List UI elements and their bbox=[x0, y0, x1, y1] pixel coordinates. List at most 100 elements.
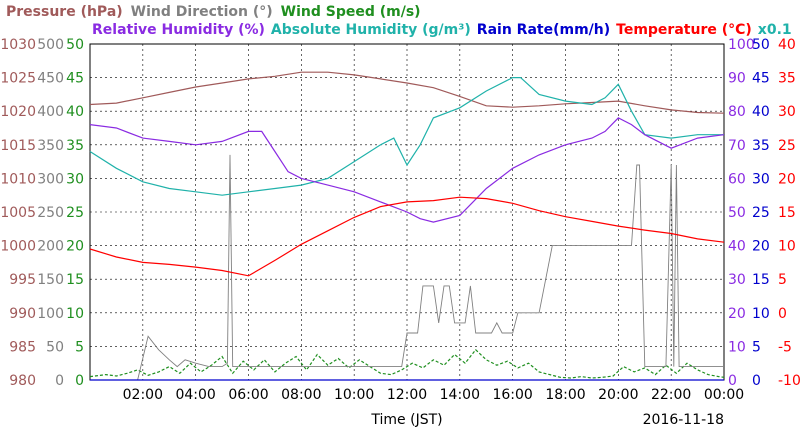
temperature-tick-label: 25 bbox=[778, 138, 796, 154]
pressure-tick-label: 990 bbox=[9, 306, 36, 322]
humidity-tick-label: 50 bbox=[728, 205, 746, 221]
pressure-tick-label: 1020 bbox=[0, 104, 36, 120]
humidity-tick-label: 90 bbox=[728, 71, 746, 87]
wind-direction-tick-label: 350 bbox=[37, 138, 64, 154]
series-line-wind-direction bbox=[90, 154, 724, 381]
rain-rate-tick-label: 50 bbox=[752, 37, 770, 53]
legend-wind-direction: Wind Direction (°) bbox=[131, 4, 273, 20]
wind-direction-tick-label: 100 bbox=[37, 306, 64, 322]
legend-temperature-c: Temperature (°C) bbox=[616, 22, 752, 38]
grid-lines bbox=[90, 44, 724, 380]
rain-rate-tick-label: 20 bbox=[752, 239, 770, 255]
wind-speed-tick-label: 40 bbox=[66, 104, 84, 120]
x-tick-label: 06:00 bbox=[228, 387, 268, 403]
x-tick-label: 18:00 bbox=[545, 387, 585, 403]
rain-rate-tick-label: 10 bbox=[752, 306, 770, 322]
pressure-tick-label: 985 bbox=[9, 339, 36, 355]
x-tick-label: 14:00 bbox=[440, 387, 480, 403]
legend-absolute-humidity-g-m: Absolute Humidity (g/m³) bbox=[271, 22, 471, 38]
legend-rain-rate-mm-h: Rain Rate(mm/h) bbox=[477, 22, 610, 38]
chart-header: Pressure (hPa) Wind Direction (°) Wind Spe… bbox=[6, 4, 792, 38]
humidity-tick-label: 70 bbox=[728, 138, 746, 154]
temperature-tick-label: -5 bbox=[778, 339, 792, 355]
series-line-relative-humidity bbox=[89, 117, 725, 223]
wind-speed-tick-label: 30 bbox=[66, 171, 84, 187]
x-axis: 02:00 04:00 06:00 08:00 10:00 12:00 14:00 16:00… bbox=[123, 387, 745, 428]
wind-direction-tick-label: 0 bbox=[55, 373, 64, 389]
x-tick-label: 12:00 bbox=[387, 387, 427, 403]
date-label: 2016-11-18 bbox=[643, 412, 724, 428]
pressure-tick-label: 980 bbox=[9, 373, 36, 389]
wind-direction-tick-label: 300 bbox=[37, 171, 64, 187]
x-tick-label: 20:00 bbox=[598, 387, 638, 403]
temperature-tick-label: 10 bbox=[778, 239, 796, 255]
header-line-1: Pressure (hPa) Wind Direction (°) Wind Spe… bbox=[6, 4, 421, 20]
series-line-wind-speed-m-s bbox=[89, 348, 725, 379]
humidity-tick-label: 100 bbox=[728, 37, 755, 53]
wind-direction-tick-label: 400 bbox=[37, 104, 64, 120]
wind-speed-tick-label: 0 bbox=[75, 373, 84, 389]
temperature-tick-label: 0 bbox=[778, 306, 787, 322]
pressure-tick-label: 995 bbox=[9, 272, 36, 288]
temperature-tick-label: 40 bbox=[778, 37, 796, 53]
wind-speed-tick-label: 50 bbox=[66, 37, 84, 53]
legend-relative-humidity: Relative Humidity (%) bbox=[92, 22, 265, 38]
series-line-absolute-humidity-g-m bbox=[89, 77, 724, 196]
pressure-tick-label: 1010 bbox=[0, 171, 36, 187]
x-tick-label: 08:00 bbox=[281, 387, 321, 403]
pressure-tick-label: 1025 bbox=[0, 71, 36, 87]
wind-speed-tick-label: 10 bbox=[66, 306, 84, 322]
wind-direction-tick-label: 450 bbox=[37, 71, 64, 87]
wind-speed-tick-label: 15 bbox=[66, 272, 84, 288]
header-line-2: Relative Humidity (%) Absolute Humidity (… bbox=[92, 22, 792, 38]
x-axis-label: Time (JST) bbox=[370, 412, 442, 428]
temperature-tick-label: 30 bbox=[778, 104, 796, 120]
temperature-tick-label: 35 bbox=[778, 71, 796, 87]
rain-rate-tick-label: 25 bbox=[752, 205, 770, 221]
wind-speed-tick-label: 20 bbox=[66, 239, 84, 255]
x-tick-label: 04:00 bbox=[175, 387, 215, 403]
rain-rate-tick-label: 45 bbox=[752, 71, 770, 87]
rain-rate-tick-label: 30 bbox=[752, 171, 770, 187]
rain-rate-tick-label: 15 bbox=[752, 272, 770, 288]
rain-rate-tick-label: 40 bbox=[752, 104, 770, 120]
x-tick-label: 00:00 bbox=[704, 387, 744, 403]
series-line-temperature-c bbox=[89, 196, 725, 277]
humidity-tick-label: 80 bbox=[728, 104, 746, 120]
wind-direction-tick-label: 150 bbox=[37, 272, 64, 288]
wind-direction-tick-label: 50 bbox=[46, 339, 64, 355]
humidity-tick-label: 30 bbox=[728, 272, 746, 288]
rain-rate-tick-label: 0 bbox=[752, 373, 761, 389]
humidity-tick-label: 10 bbox=[728, 339, 746, 355]
pressure-tick-label: 1000 bbox=[0, 239, 36, 255]
x-tick-label: 22:00 bbox=[651, 387, 691, 403]
humidity-tick-label: 60 bbox=[728, 171, 746, 187]
axis-tick-labels: 1030102510201015101010051000995990985980… bbox=[0, 37, 800, 389]
wind-direction-tick-label: 250 bbox=[37, 205, 64, 221]
temperature-tick-label: 5 bbox=[778, 272, 787, 288]
wind-speed-tick-label: 25 bbox=[66, 205, 84, 221]
x-tick-label: 10:00 bbox=[334, 387, 374, 403]
pressure-tick-label: 1005 bbox=[0, 205, 36, 221]
legend-pressure-hpa: Pressure (hPa) bbox=[6, 4, 123, 20]
x-tick-label: 16:00 bbox=[492, 387, 532, 403]
series-line-pressure-hpa bbox=[89, 71, 725, 114]
temperature-tick-label: 15 bbox=[778, 205, 796, 221]
legend-x0-1: x0.1 bbox=[758, 22, 792, 38]
wind-speed-tick-label: 45 bbox=[66, 71, 84, 87]
humidity-tick-label: 40 bbox=[728, 239, 746, 255]
humidity-tick-label: 0 bbox=[728, 373, 737, 389]
wind-speed-tick-label: 5 bbox=[75, 339, 84, 355]
wind-speed-tick-label: 35 bbox=[66, 138, 84, 154]
legend-wind-speed-m-s: Wind Speed (m/s) bbox=[281, 4, 421, 20]
rain-rate-tick-label: 35 bbox=[752, 138, 770, 154]
temperature-tick-label: 20 bbox=[778, 171, 796, 187]
series-lines bbox=[89, 71, 725, 381]
wind-direction-tick-label: 200 bbox=[37, 239, 64, 255]
x-tick-label: 02:00 bbox=[123, 387, 163, 403]
rain-rate-tick-label: 5 bbox=[752, 339, 761, 355]
temperature-tick-label: -10 bbox=[778, 373, 800, 389]
pressure-tick-label: 1015 bbox=[0, 138, 36, 154]
humidity-tick-label: 20 bbox=[728, 306, 746, 322]
